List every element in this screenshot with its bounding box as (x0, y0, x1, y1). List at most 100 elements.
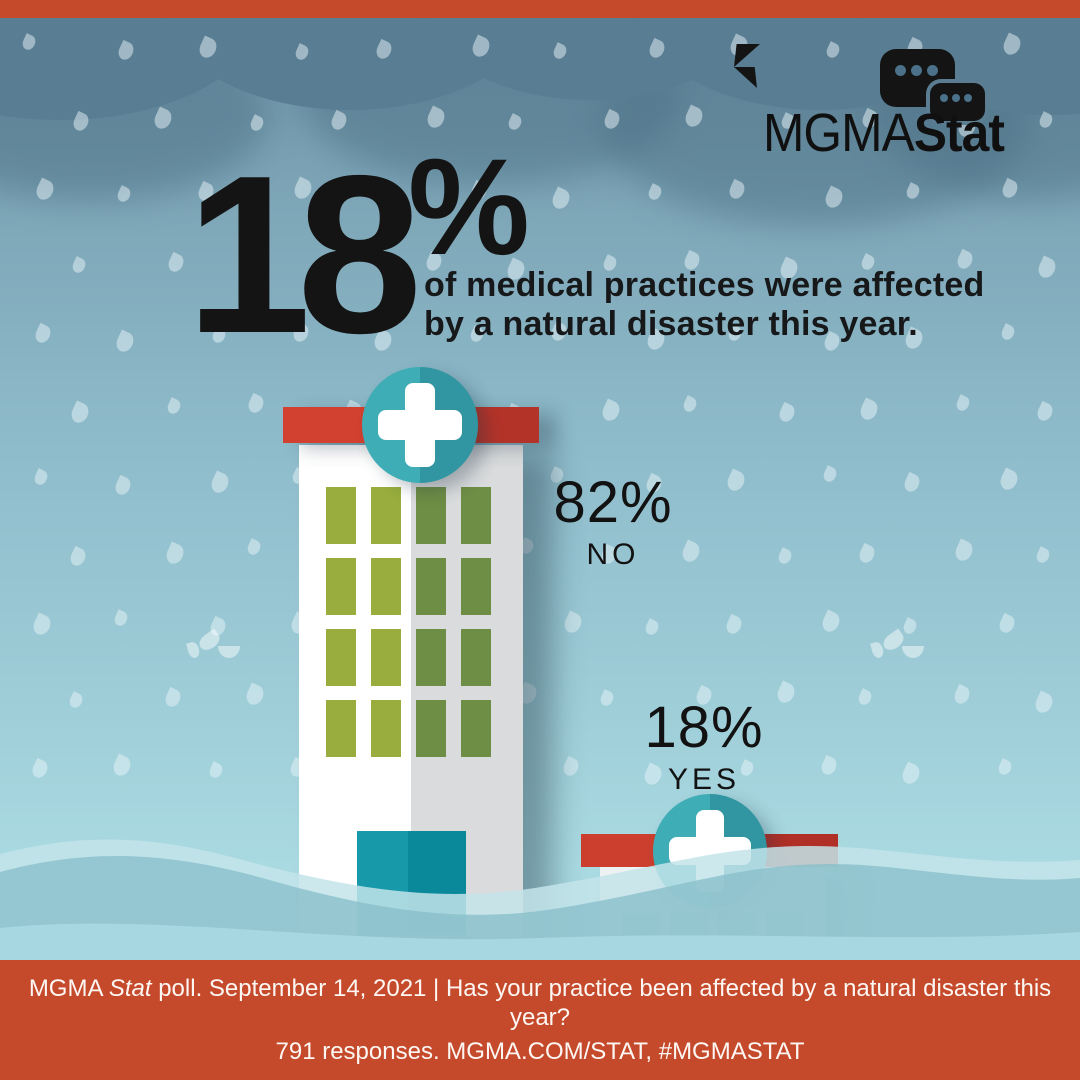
raindrop-icon (165, 397, 183, 416)
raindrop-icon (151, 106, 175, 132)
raindrop-icon (901, 617, 919, 636)
raindrop-icon (70, 110, 92, 134)
raindrop-icon (67, 545, 89, 569)
raindrop-icon (996, 758, 1014, 777)
raindrop-icon (819, 609, 843, 635)
raindrop-icon (67, 691, 85, 710)
raindrop-icon (951, 683, 973, 707)
raindrop-icon (293, 43, 311, 62)
window-cell (461, 558, 491, 615)
raindrop-icon (115, 185, 133, 204)
logo-wordmark-bold: Stat (913, 103, 1005, 163)
raindrop-icon (561, 610, 585, 636)
raindrop-icon (999, 323, 1017, 342)
raindrop-icon (856, 542, 878, 566)
raindrop-icon (208, 470, 232, 496)
raindrop-icon (506, 113, 524, 132)
raindrop-icon (818, 754, 840, 778)
headline-subtitle-line2: by a natural disaster this year. (424, 305, 918, 343)
footer-line2: 791 responses. MGMA.COM/STAT, #MGMASTAT (275, 1038, 805, 1065)
window-cell (326, 629, 356, 686)
headline-big-number: 18 (186, 128, 422, 380)
window-cell (371, 487, 401, 544)
raindrop-icon (724, 468, 748, 494)
raindrop-icon (163, 541, 187, 567)
raindrop-icon (245, 392, 267, 416)
raindrop-icon (469, 34, 493, 60)
footer-brand: MGMA (28, 975, 103, 1002)
raindrop-icon (373, 38, 395, 62)
headline-percent-sign: % (408, 131, 530, 284)
flood-water (0, 839, 1080, 960)
speech-bubble-tail-icon (734, 44, 760, 67)
footer-bar: MGMA Stat poll. September 14, 2021 | Has… (0, 960, 1080, 1080)
raindrop-icon (32, 468, 50, 487)
footer-line1: MGMA Stat poll. September 14, 2021 | Has… (0, 974, 1080, 1032)
speech-bubble-tail-icon (734, 67, 757, 88)
raindrop-icon (112, 474, 134, 498)
raindrop-icon (1034, 400, 1056, 424)
raindrop-icon (822, 185, 846, 211)
logo-wordmark-light: MGMA (762, 103, 915, 163)
raindrop-icon (643, 618, 661, 637)
raindrop-icon (723, 613, 745, 637)
result-yes-label: YES (667, 763, 741, 796)
raindrop-icon (646, 183, 664, 202)
footer-line1-text: poll. September 14, 2021 | Has your prac… (158, 975, 1052, 1031)
raindrop-icon (113, 329, 137, 355)
raindrop-icon (551, 42, 569, 61)
window-cell (326, 558, 356, 615)
raindrop-icon (997, 467, 1021, 493)
window-cell (371, 558, 401, 615)
raindrop-icon (1034, 546, 1052, 565)
raindrop-icon (196, 35, 220, 61)
raindrop-icon (776, 401, 798, 425)
raindrop-icon (32, 322, 54, 346)
raindrop-icon (904, 182, 922, 201)
raindrop-icon (207, 761, 225, 780)
speech-bubble-icon (930, 83, 985, 121)
raindrop-icon (682, 104, 706, 130)
raindrop-icon (1037, 111, 1055, 130)
raindrop-icon (857, 397, 881, 423)
raindrop-icon (681, 395, 699, 414)
raindrop-icon (776, 547, 794, 566)
result-yes-percent: 18% (644, 695, 764, 760)
window-cell (371, 700, 401, 757)
mgma-stat-logo: MGMAStat (734, 44, 1005, 163)
raindrop-icon (549, 186, 573, 212)
raindrop-icon (165, 251, 187, 275)
window-cell (326, 487, 356, 544)
raindrop-icon (646, 37, 668, 61)
window-cell (416, 558, 446, 615)
raindrop-icon (954, 394, 972, 413)
window-cell (461, 629, 491, 686)
raindrop-icon (243, 682, 267, 708)
raindrop-icon (952, 538, 976, 564)
raindrop-icon (901, 471, 923, 495)
window-cell (326, 700, 356, 757)
raindrop-icon (821, 465, 839, 484)
headline-subtitle: of medical practices were affected by a … (424, 266, 984, 344)
medical-cross-badge (362, 367, 478, 483)
raindrop-icon (1035, 255, 1059, 281)
raindrop-icon (560, 755, 582, 779)
raindrop-icon (899, 761, 923, 787)
raindrop-icon (996, 612, 1018, 636)
raindrop-icon (424, 105, 448, 131)
result-no-percent: 82% (553, 470, 673, 535)
raindrop-icon (20, 33, 38, 52)
raindrop-icon (30, 612, 54, 638)
raindrop-icon (115, 39, 137, 63)
raindrop-icon (110, 753, 134, 779)
hospital-windows (326, 487, 491, 757)
raindrop-icon (33, 177, 57, 203)
raindrop-icon (68, 400, 92, 426)
window-cell (461, 700, 491, 757)
cross-icon (378, 410, 462, 440)
window-cell (371, 629, 401, 686)
raindrop-icon (601, 108, 623, 132)
raindrop-icon (112, 609, 130, 628)
raindrop-icon (726, 178, 748, 202)
